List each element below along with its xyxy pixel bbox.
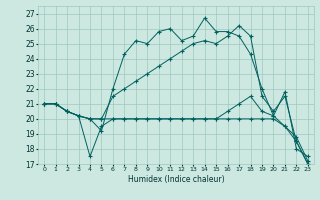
X-axis label: Humidex (Indice chaleur): Humidex (Indice chaleur) — [128, 175, 224, 184]
